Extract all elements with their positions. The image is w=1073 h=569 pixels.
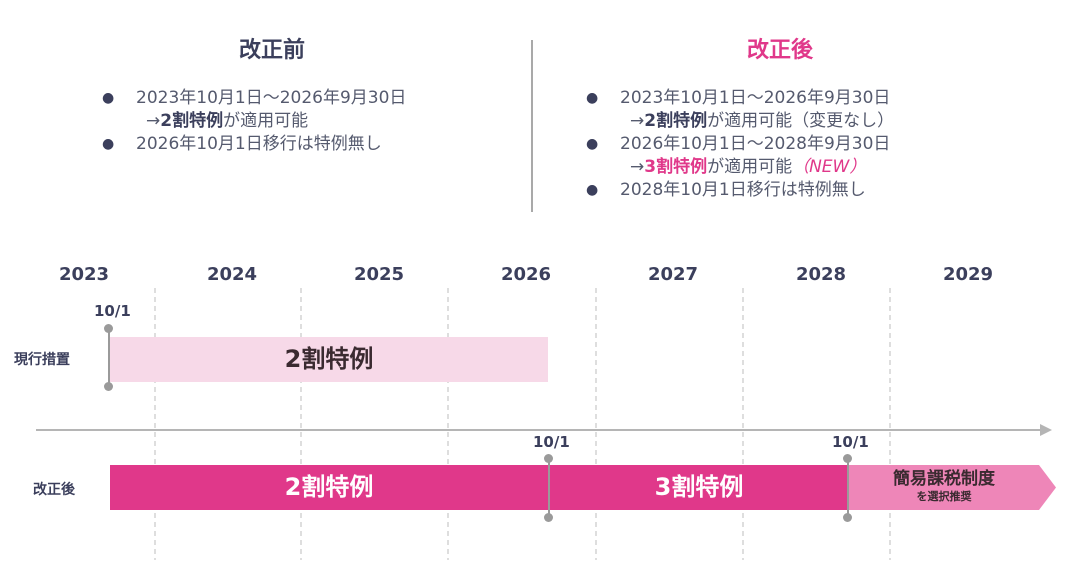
- revised-bar-3wari-label: 3割特例: [654, 473, 744, 501]
- revised-row-label: 改正後: [33, 482, 75, 498]
- simplified-tax-arrow-shape: [849, 465, 1056, 510]
- before-bullet-1-line1: 2023年10月1日〜2026年9月30日: [136, 88, 407, 108]
- after-bullet-2-line2: →3割特例が適用可能（NEW）: [620, 156, 894, 179]
- revised-3wari-bar: 3割特例: [550, 465, 848, 510]
- year-label: 2027: [647, 264, 699, 285]
- divider: [531, 40, 533, 212]
- marker-line: [548, 458, 550, 517]
- marker-dot-icon: [843, 513, 852, 522]
- year-label: 2026: [500, 264, 552, 285]
- special-rule-text: 2割特例: [160, 111, 224, 131]
- after-bullet-2-line1: 2026年10月1日〜2028年9月30日: [620, 134, 891, 154]
- arrow-text: →: [146, 111, 161, 131]
- year-label: 2025: [353, 264, 405, 285]
- year-label: 2028: [795, 264, 847, 285]
- after-bullet-1-line2: →2割特例が適用可能（変更なし）: [620, 110, 894, 133]
- simplified-tax-subtitle: を選択推奨: [916, 490, 972, 503]
- after-bullet-list: ● 2023年10月1日〜2026年9月30日 →2割特例が適用可能（変更なし）…: [586, 87, 894, 202]
- before-heading: 改正前: [238, 38, 305, 63]
- current-bar-label: 2割特例: [284, 345, 374, 373]
- current-2wari-bar: 2割特例: [110, 337, 548, 382]
- revised-2wari-bar: 2割特例: [110, 465, 548, 510]
- marker-dot-icon: [104, 382, 113, 391]
- bullet-dot-icon: ●: [586, 182, 599, 198]
- marker-date-label: 10/1: [533, 433, 570, 451]
- before-bullet-list: ● 2023年10月1日〜2026年9月30日 →2割特例が適用可能 ● 202…: [102, 87, 407, 156]
- bullet-dot-icon: ●: [586, 90, 599, 106]
- marker-date-label: 10/1: [832, 433, 869, 451]
- applicable-text: が適用可能（変更なし）: [707, 111, 895, 131]
- special-rule-text: 2割特例: [644, 111, 708, 131]
- year-label: 2023: [58, 264, 110, 285]
- arrow-text: →: [630, 111, 645, 131]
- after-bullet-3: ● 2028年10月1日移行は特例無し: [586, 179, 894, 202]
- before-bullet-2: ● 2026年10月1日移行は特例無し: [102, 133, 406, 156]
- marker-line: [108, 328, 110, 386]
- before-bullet-1-line2: →2割特例が適用可能: [136, 110, 406, 133]
- after-bullet-1-line1: 2023年10月1日〜2026年9月30日: [620, 88, 891, 108]
- current-row-label: 現行措置: [14, 352, 70, 368]
- timeline-axis-arrowhead: [1040, 424, 1052, 436]
- bullet-dot-icon: ●: [102, 90, 115, 106]
- marker-dot-icon: [544, 513, 553, 522]
- after-heading: 改正後: [746, 38, 813, 63]
- after-bullet-2: ● 2026年10月1日〜2028年9月30日 →3割特例が適用可能（NEW）: [586, 133, 894, 179]
- revised-bar-2wari-label: 2割特例: [284, 473, 374, 501]
- simplified-tax-title: 簡易課税制度: [893, 469, 995, 489]
- special-rule-text: 3割特例: [644, 157, 708, 177]
- applicable-text: が適用可能: [707, 157, 793, 177]
- bullet-dot-icon: ●: [586, 136, 599, 152]
- year-label: 2029: [942, 264, 994, 285]
- marker-date-label: 10/1: [94, 302, 131, 320]
- before-bullet-1: ● 2023年10月1日〜2026年9月30日 →2割特例が適用可能: [102, 87, 407, 133]
- after-bullet-3-line1: 2028年10月1日移行は特例無し: [620, 180, 866, 200]
- applicable-text: が適用可能: [223, 111, 309, 131]
- marker-line: [847, 458, 849, 517]
- marker-dot-icon: [104, 324, 113, 333]
- marker-dot-icon: [544, 454, 553, 463]
- arrow-text: →: [630, 157, 645, 177]
- bullet-dot-icon: ●: [102, 136, 115, 152]
- year-label: 2024: [206, 264, 258, 285]
- simplified-tax-arrow: 簡易課税制度 を選択推奨: [849, 465, 1039, 510]
- marker-dot-icon: [843, 454, 852, 463]
- new-note: （NEW）: [792, 157, 867, 177]
- before-bullet-2-line1: 2026年10月1日移行は特例無し: [136, 134, 382, 154]
- after-bullet-1: ● 2023年10月1日〜2026年9月30日 →2割特例が適用可能（変更なし）: [586, 87, 894, 133]
